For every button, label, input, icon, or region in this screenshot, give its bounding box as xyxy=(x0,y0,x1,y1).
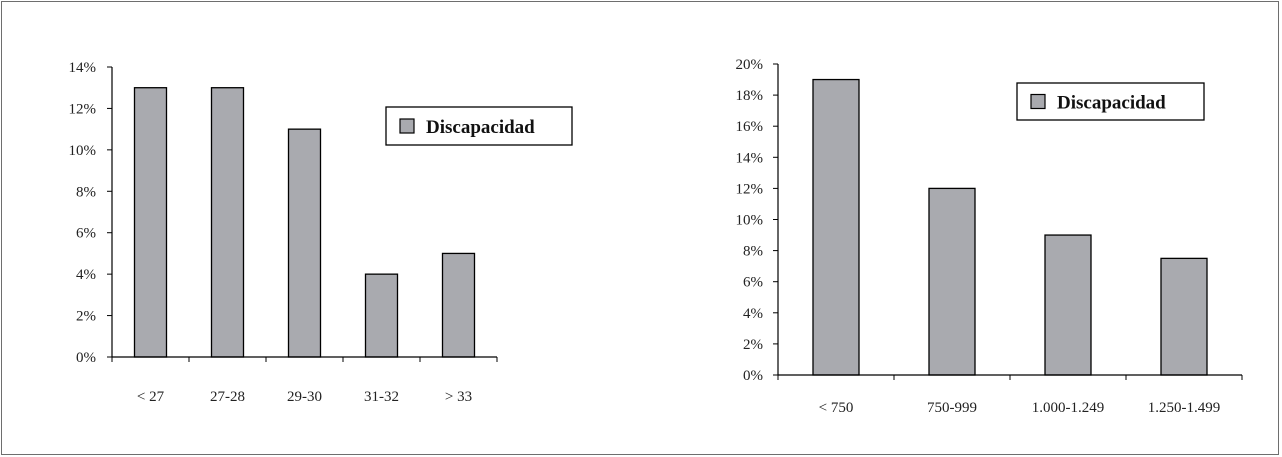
chart-gestational-age: 0% 2% 4% 6% 8% 10% 12% 14% < 27 27-28 29-30 31-32 >… xyxy=(69,60,573,405)
bar-group xyxy=(812,78,1208,376)
legend-label: Discapacidad xyxy=(1057,93,1166,114)
bar-0 xyxy=(133,87,168,358)
x-tick-label: 1.250-1.499 xyxy=(1148,400,1221,416)
y-tick-label: 0% xyxy=(76,350,96,366)
y-tick-label: 2% xyxy=(743,337,763,353)
bar-0 xyxy=(812,78,860,376)
y-tick-label: 20% xyxy=(736,57,764,73)
x-tick-label: 750-999 xyxy=(927,400,977,416)
y-tick-label: 6% xyxy=(76,226,96,242)
bar-3 xyxy=(364,273,399,358)
y-tick-label: 2% xyxy=(76,309,96,325)
x-tick-label: 31-32 xyxy=(364,389,399,405)
bar-1 xyxy=(210,87,245,358)
y-tick-label: 18% xyxy=(736,88,764,104)
bar-group xyxy=(133,87,476,358)
y-tick-label: 14% xyxy=(736,150,764,166)
y-tick-label: 8% xyxy=(743,244,763,260)
y-tick-label: 12% xyxy=(69,101,97,117)
x-tick-label: 29-30 xyxy=(287,389,322,405)
y-tick-label: 12% xyxy=(736,181,764,197)
y-tick-label: 4% xyxy=(76,267,96,283)
y-tick-label: 10% xyxy=(69,143,97,159)
y-tick-label: 16% xyxy=(736,119,764,135)
chart-birth-weight: 0% 2% 4% 6% 8% 10% 12% 14% 16% 18% 20% < 750 750-99… xyxy=(736,57,1243,416)
y-tick-label: 14% xyxy=(69,60,97,76)
x-tick-label: < 27 xyxy=(137,389,165,405)
bar-3 xyxy=(1160,257,1208,376)
y-tick-label: 8% xyxy=(76,184,96,200)
x-tick-label: 27-28 xyxy=(210,389,245,405)
x-tick-group: < 750 750-999 1.000-1.249 1.250-1.499 xyxy=(777,375,1243,416)
x-tick-label: < 750 xyxy=(819,400,854,416)
legend: Discapacidad xyxy=(385,106,573,146)
x-tick-label: 1.000-1.249 xyxy=(1032,400,1105,416)
bar-2 xyxy=(287,128,322,358)
legend-swatch xyxy=(399,118,415,134)
y-tick-group: 0% 2% 4% 6% 8% 10% 12% 14% xyxy=(69,60,112,366)
y-tick-label: 4% xyxy=(743,306,763,322)
x-tick-group: < 27 27-28 29-30 31-32 > 33 xyxy=(111,357,498,405)
legend-swatch xyxy=(1030,93,1046,110)
legend-label: Discapacidad xyxy=(426,117,535,138)
legend-box xyxy=(385,106,573,146)
legend: Discapacidad xyxy=(1016,82,1205,121)
y-tick-label: 0% xyxy=(743,368,763,384)
y-tick-label: 6% xyxy=(743,275,763,291)
bar-1 xyxy=(928,187,976,376)
y-tick-group: 0% 2% 4% 6% 8% 10% 12% 14% 16% 18% 20% xyxy=(736,57,778,384)
legend-box xyxy=(1016,82,1205,121)
y-tick-label: 10% xyxy=(736,213,764,229)
x-tick-label: > 33 xyxy=(445,389,472,405)
bar-2 xyxy=(1044,234,1092,376)
bar-4 xyxy=(441,252,476,358)
